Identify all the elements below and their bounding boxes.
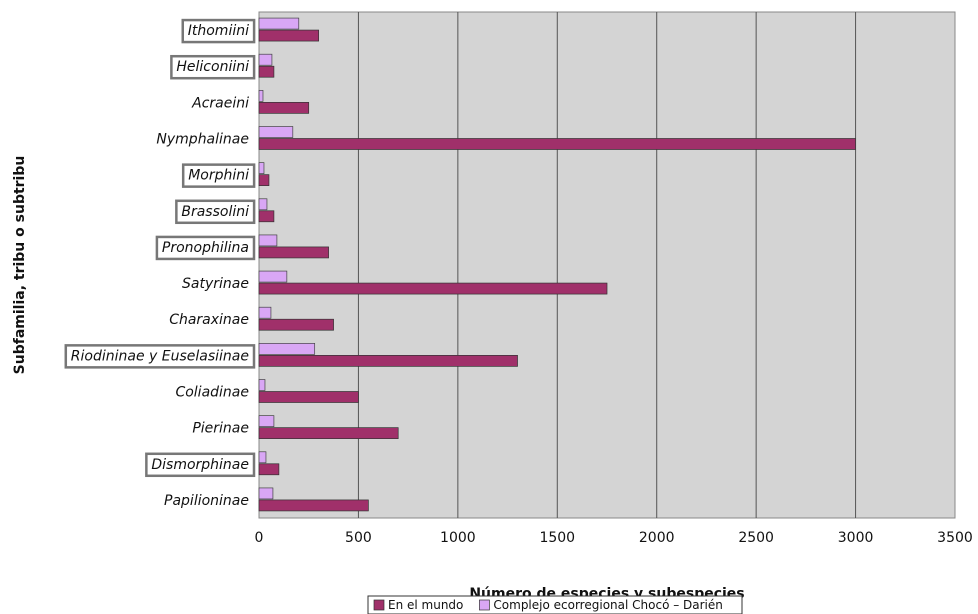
bar-en-el-mundo <box>258 174 270 186</box>
x-tick-label: 1000 <box>440 530 476 546</box>
category-label: Dismorphinae <box>151 457 249 473</box>
x-tick-label: 0 <box>255 530 264 546</box>
x-tick-label: 1500 <box>539 530 575 546</box>
legend-label: Complejo ecorregional Chocó – Darién <box>493 598 722 612</box>
bar-en-el-mundo <box>258 282 608 295</box>
category-label: Acraeini <box>191 95 249 111</box>
legend-swatch <box>479 599 490 611</box>
category-label: Morphini <box>188 168 249 184</box>
bar-choco-darien <box>258 198 268 211</box>
category-label: Coliadinae <box>175 385 249 401</box>
y-axis-title: Subfamilia, tribu o subtribu <box>12 156 28 375</box>
legend: En el mundo Complejo ecorregional Chocó –… <box>367 595 743 614</box>
category-label: Brassolini <box>181 204 249 220</box>
bar-en-el-mundo <box>258 246 329 259</box>
bar-choco-darien <box>258 270 288 283</box>
bar-choco-darien <box>258 487 274 500</box>
x-tick-label: 500 <box>345 530 372 546</box>
bar-en-el-mundo <box>258 499 369 512</box>
category-label: Riodininae y Euselasiinae <box>71 348 249 364</box>
category-label: Nymphalinae <box>156 132 249 148</box>
x-tick-label: 3000 <box>838 530 874 546</box>
bar-choco-darien <box>258 306 272 319</box>
bar-en-el-mundo <box>258 391 359 403</box>
bar-en-el-mundo <box>258 463 280 476</box>
bar-choco-darien <box>258 343 316 355</box>
bar-choco-darien <box>258 53 273 66</box>
bars <box>258 17 856 512</box>
category-label-box <box>181 163 256 188</box>
bar-en-el-mundo <box>258 427 399 439</box>
bar-choco-darien <box>258 90 264 102</box>
bar-en-el-mundo <box>258 65 275 78</box>
bar-choco-darien <box>258 415 275 427</box>
category-label: Pierinae <box>192 421 249 437</box>
bar-en-el-mundo <box>258 29 320 42</box>
bar-en-el-mundo <box>258 102 310 114</box>
category-label: Charaxinae <box>169 312 249 328</box>
legend-box <box>367 595 743 614</box>
category-label-box <box>170 54 256 80</box>
bar-choco-darien <box>258 126 294 138</box>
bar-en-el-mundo <box>258 210 275 223</box>
category-label-box <box>64 344 256 369</box>
category-label-box <box>175 199 256 225</box>
category-label: Satyrinae <box>182 276 249 292</box>
x-tick-label: 2500 <box>738 530 774 546</box>
category-label-box <box>145 452 256 478</box>
bar-choco-darien <box>258 234 278 247</box>
bar-en-el-mundo <box>258 138 856 150</box>
category-labels: Ithomiini Heliconiini Acraeini Nymphalinae M… <box>64 18 256 509</box>
category-label: Pronophilina <box>162 240 249 256</box>
x-tick-labels: 0 500 1000 1500 2000 2500 3000 3500 <box>255 530 973 546</box>
bar-choco-darien <box>258 451 267 464</box>
category-label-box <box>181 18 256 44</box>
bar-choco-darien <box>258 162 265 174</box>
legend-label: En el mundo <box>388 598 463 612</box>
bar-choco-darien <box>258 17 300 30</box>
category-label: Heliconiini <box>176 59 249 75</box>
bar-en-el-mundo <box>258 355 518 367</box>
legend-swatch <box>373 599 385 611</box>
bar-choco-darien <box>258 379 266 391</box>
x-tick-label: 2000 <box>639 530 675 546</box>
category-label-box <box>155 235 256 261</box>
plot-area <box>258 11 956 519</box>
x-tick-label: 3500 <box>937 530 973 546</box>
bar-en-el-mundo <box>258 318 334 331</box>
category-label: Ithomiini <box>188 23 249 39</box>
category-label: Papilioninae <box>164 493 249 509</box>
